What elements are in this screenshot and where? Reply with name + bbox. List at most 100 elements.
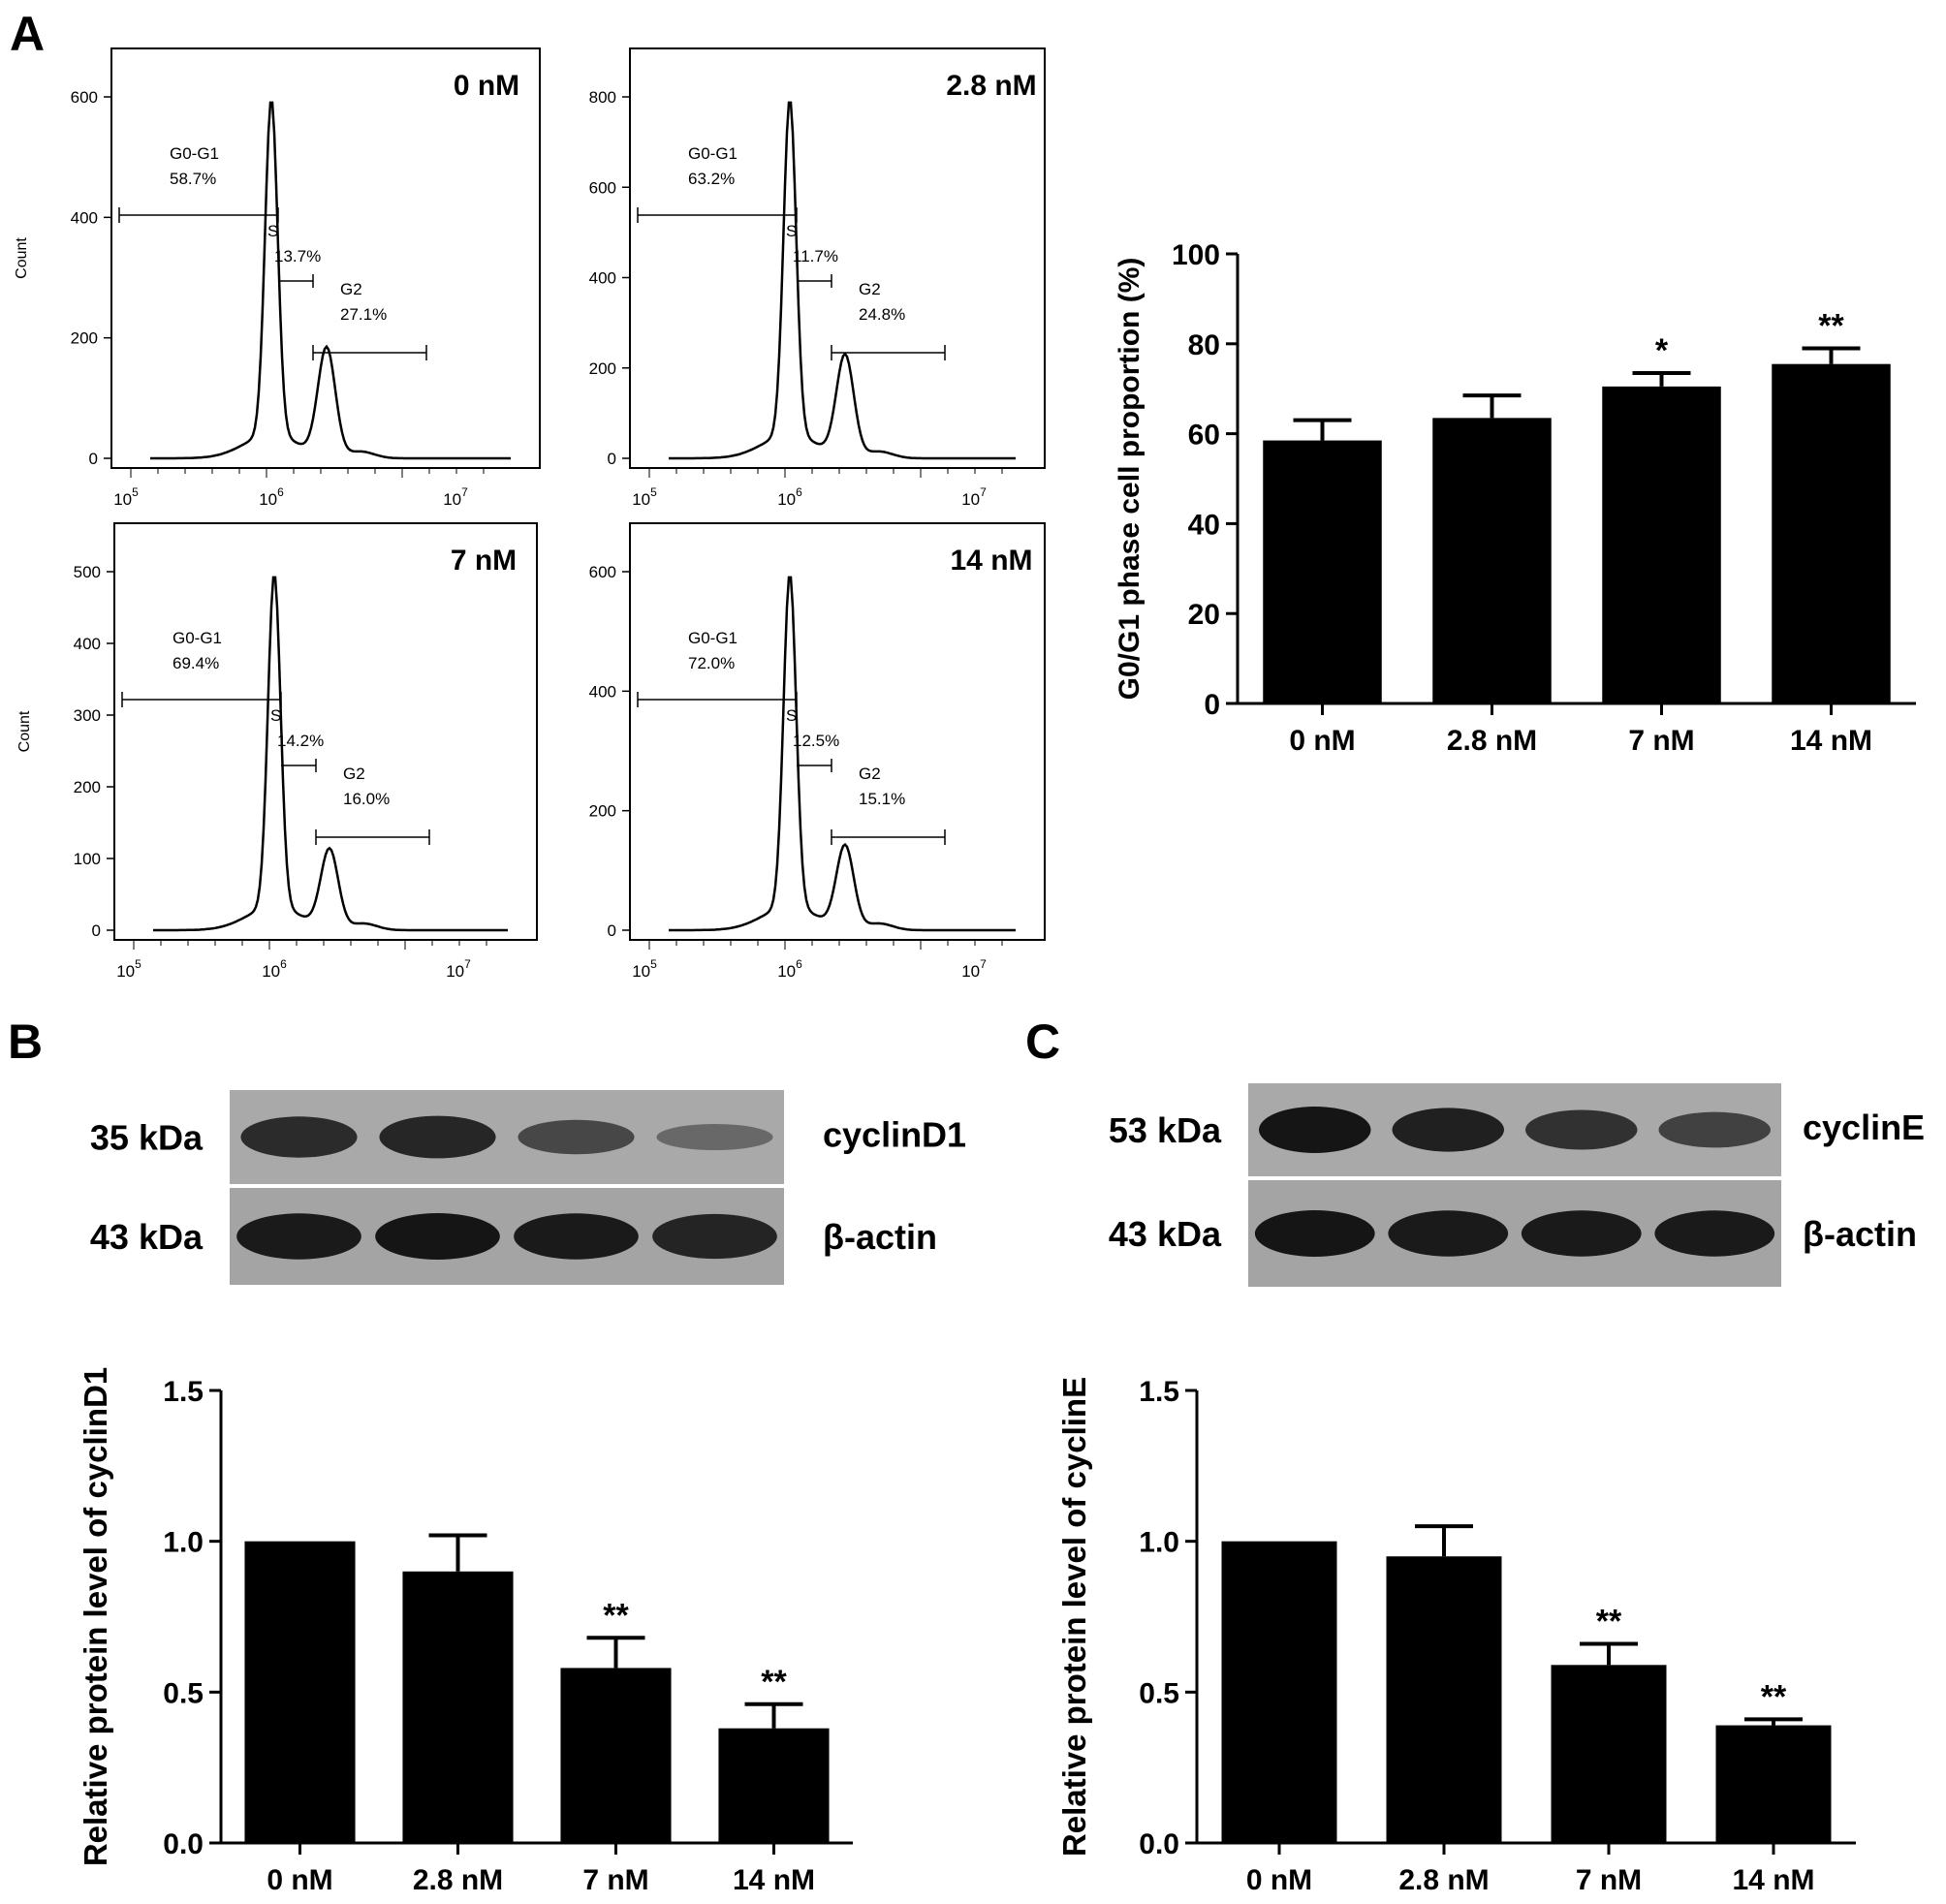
gate-s-name: S xyxy=(786,222,797,240)
flow-plot-1: 0 nM 600 400 200 0 Count 105 106 107 G0-G1 58.7% S 1… xyxy=(14,47,541,509)
gate-s-pct: 14.2% xyxy=(277,732,324,750)
flow-y-tick-label: 200 xyxy=(589,802,616,821)
blot-kda-bottom: 43 kDa xyxy=(1109,1214,1222,1254)
bar-y-tick-label: 1.5 xyxy=(163,1376,204,1408)
bar xyxy=(1602,386,1721,703)
blot-band-top xyxy=(240,1116,358,1158)
flow-y-tick-label: 200 xyxy=(74,778,101,796)
flow-plot-2: 2.8 nM 800 600 400 200 0 105 106 107 G0-G1 63.2% S 1… xyxy=(589,47,1046,509)
blot-protein-top: cyclinE xyxy=(1803,1108,1925,1147)
flow-y-tick-label: 0 xyxy=(92,921,101,940)
flow-plot-frame xyxy=(629,47,1046,469)
bar-y-tick-label: 1.0 xyxy=(1139,1527,1179,1559)
bar-category-label: 7 nM xyxy=(582,1864,648,1896)
flow-histogram-curve xyxy=(669,101,1016,460)
flow-y-axis-label: Count xyxy=(16,710,33,752)
bar-y-tick-label: 0.5 xyxy=(163,1677,204,1709)
bar-y-tick-label: 100 xyxy=(1172,239,1220,271)
flow-plot-4: 14 nM 600 400 200 0 105 106 107 G0-G1 72.0% S 12.5%… xyxy=(589,522,1046,981)
bar-category-label: 0 nM xyxy=(267,1864,332,1896)
blot-band-top xyxy=(1392,1108,1504,1152)
bar xyxy=(718,1728,830,1843)
panel-label-c: C xyxy=(1025,1014,1060,1069)
bar-y-tick-label: 0.5 xyxy=(1139,1677,1179,1709)
flow-y-tick-label: 300 xyxy=(74,706,101,725)
gate-g0g1-name: G0-G1 xyxy=(688,629,738,647)
flow-y-tick-label: 600 xyxy=(589,178,616,197)
gate-g0g1-name: G0-G1 xyxy=(688,144,738,163)
bar-category-label: 14 nM xyxy=(1732,1864,1814,1896)
bar-y-axis-label: G0/G1 phase cell proportion (%) xyxy=(1114,258,1146,701)
flow-x-tick-label: 106 xyxy=(262,957,287,981)
gate-g0g1-pct: 63.2% xyxy=(688,170,735,188)
flow-histogram-curve xyxy=(153,576,508,932)
blot-band-bottom xyxy=(514,1213,639,1260)
blot-protein-top: cyclinD1 xyxy=(823,1115,966,1155)
bar-significance: ** xyxy=(1596,1604,1622,1640)
bar-y-tick-label: 60 xyxy=(1188,420,1220,452)
western-blot-c: 53 kDa 43 kDa cyclinE β-actin xyxy=(1109,1083,1925,1287)
blot-band-top xyxy=(1259,1107,1371,1153)
bar-chart-g0g1: 0 20 40 60 80 100 G0/G1 phase cell proportion … xyxy=(1114,239,1916,757)
panel-label-a: A xyxy=(10,7,45,61)
flow-x-tick-label: 105 xyxy=(113,485,139,509)
flow-y-tick-label: 400 xyxy=(589,269,616,288)
blot-protein-bottom: β-actin xyxy=(1803,1214,1917,1254)
blot-band-bottom xyxy=(652,1213,777,1260)
flow-y-tick-label: 400 xyxy=(74,635,101,653)
flow-x-tick-label: 107 xyxy=(446,957,471,981)
flow-plot-title: 2.8 nM xyxy=(946,70,1036,102)
blot-band-bottom xyxy=(1521,1210,1642,1257)
blot-kda-top: 53 kDa xyxy=(1109,1110,1222,1150)
blot-band-top xyxy=(1658,1111,1771,1148)
bar-y-axis-label: Relative protein level of cyclinD1 xyxy=(78,1367,113,1866)
flow-plot-frame xyxy=(113,522,538,941)
flow-plot-title: 14 nM xyxy=(950,545,1032,577)
bar-category-label: 7 nM xyxy=(1628,725,1694,757)
gate-g0g1-pct: 72.0% xyxy=(688,654,735,672)
gate-g0g1-pct: 58.7% xyxy=(170,170,216,188)
bar-category-label: 0 nM xyxy=(1246,1864,1312,1896)
flow-y-tick-label: 400 xyxy=(71,208,98,227)
bar xyxy=(1263,440,1382,703)
flow-plot-frame xyxy=(110,47,541,469)
bar-y-tick-label: 0.0 xyxy=(163,1828,204,1860)
flow-x-tick-label: 106 xyxy=(777,485,802,509)
flow-y-tick-label: 600 xyxy=(589,563,616,581)
gate-g0g1-name: G0-G1 xyxy=(173,629,222,647)
flow-x-tick-label: 105 xyxy=(116,957,141,981)
panel-label-b: B xyxy=(8,1014,43,1069)
bar-category-label: 2.8 nM xyxy=(413,1864,503,1896)
bar-y-tick-label: 40 xyxy=(1188,509,1220,541)
bar xyxy=(244,1541,356,1843)
flow-y-tick-label: 200 xyxy=(71,329,98,348)
gate-g2-pct: 16.0% xyxy=(343,790,390,808)
bar xyxy=(1221,1541,1337,1843)
bar-y-tick-label: 20 xyxy=(1188,599,1220,631)
gate-g2-name: G2 xyxy=(343,765,365,783)
flow-y-tick-label: 0 xyxy=(89,450,98,468)
flow-x-tick-label: 105 xyxy=(632,957,657,981)
flow-y-tick-label: 800 xyxy=(589,88,616,107)
blot-band-top xyxy=(518,1119,635,1155)
flow-y-tick-label: 500 xyxy=(74,563,101,581)
blot-band-bottom xyxy=(1654,1210,1775,1257)
gate-s-pct: 13.7% xyxy=(274,247,321,265)
blot-protein-bottom: β-actin xyxy=(823,1217,937,1257)
bar-significance: ** xyxy=(603,1597,629,1634)
bar-significance: ** xyxy=(1761,1678,1787,1715)
bar-significance: ** xyxy=(761,1664,787,1701)
bar xyxy=(1715,1725,1832,1843)
bar-category-label: 2.8 nM xyxy=(1398,1864,1489,1896)
flow-y-tick-label: 0 xyxy=(608,921,616,940)
gate-g2-pct: 15.1% xyxy=(859,790,905,808)
gate-g0g1-pct: 69.4% xyxy=(173,654,219,672)
bar xyxy=(1386,1556,1502,1843)
gate-g2-name: G2 xyxy=(859,280,881,298)
blot-band-bottom xyxy=(1254,1210,1375,1257)
blot-band-top xyxy=(656,1124,773,1150)
gate-g2-pct: 27.1% xyxy=(340,305,387,324)
bar xyxy=(402,1571,514,1843)
